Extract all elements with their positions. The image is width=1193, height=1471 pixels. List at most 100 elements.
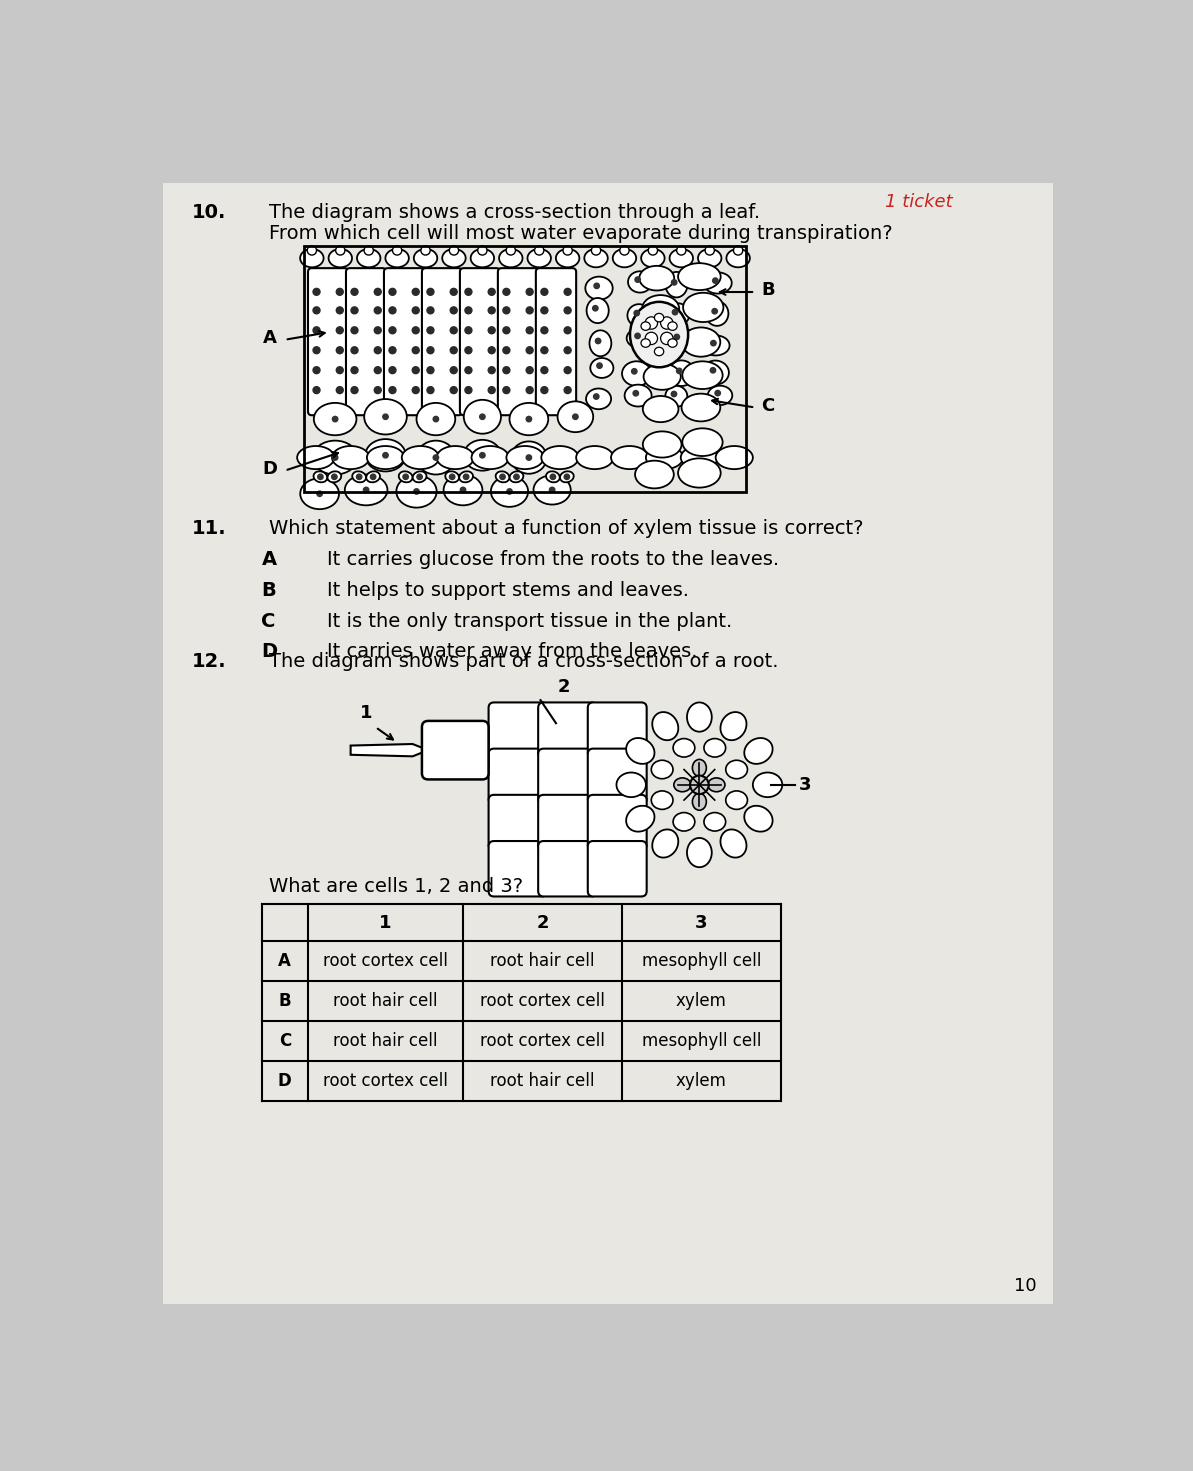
Ellipse shape <box>744 738 773 763</box>
Circle shape <box>712 278 718 284</box>
Text: B: B <box>278 993 291 1011</box>
Circle shape <box>715 390 721 396</box>
Ellipse shape <box>443 249 465 268</box>
Ellipse shape <box>701 360 729 384</box>
Circle shape <box>413 288 419 296</box>
Circle shape <box>370 474 376 480</box>
Circle shape <box>465 288 472 296</box>
Text: root cortex cell: root cortex cell <box>480 1033 605 1050</box>
FancyBboxPatch shape <box>489 794 548 850</box>
Circle shape <box>383 453 388 457</box>
Circle shape <box>335 246 345 254</box>
Text: root cortex cell: root cortex cell <box>323 1072 447 1090</box>
Circle shape <box>526 455 532 460</box>
FancyBboxPatch shape <box>588 794 647 850</box>
Ellipse shape <box>314 403 357 435</box>
Ellipse shape <box>617 772 645 797</box>
Circle shape <box>433 416 439 422</box>
Ellipse shape <box>586 277 613 300</box>
Circle shape <box>463 474 469 480</box>
Circle shape <box>332 474 338 480</box>
Text: root cortex cell: root cortex cell <box>480 993 605 1011</box>
Ellipse shape <box>666 303 690 325</box>
Ellipse shape <box>367 446 404 469</box>
Circle shape <box>488 347 495 353</box>
Ellipse shape <box>653 712 679 740</box>
Ellipse shape <box>692 793 706 811</box>
Circle shape <box>480 453 486 457</box>
Circle shape <box>427 387 434 394</box>
Circle shape <box>488 307 495 313</box>
Circle shape <box>313 347 320 353</box>
Ellipse shape <box>626 328 653 349</box>
Circle shape <box>550 487 555 493</box>
Ellipse shape <box>645 446 684 469</box>
Text: D: D <box>278 1072 291 1090</box>
Circle shape <box>710 368 716 374</box>
Circle shape <box>392 246 402 254</box>
Ellipse shape <box>628 271 653 293</box>
Circle shape <box>635 334 641 338</box>
Circle shape <box>564 347 571 353</box>
Circle shape <box>526 366 533 374</box>
Text: mesophyll cell: mesophyll cell <box>642 952 761 971</box>
Circle shape <box>389 387 396 394</box>
Circle shape <box>364 487 369 493</box>
Circle shape <box>633 310 639 316</box>
Text: It carries glucose from the roots to the leaves.: It carries glucose from the roots to the… <box>327 550 779 569</box>
Ellipse shape <box>445 471 459 482</box>
Text: 3: 3 <box>696 913 707 931</box>
Text: 12.: 12. <box>192 652 227 671</box>
Circle shape <box>336 387 344 394</box>
Circle shape <box>526 387 533 394</box>
Circle shape <box>351 366 358 374</box>
Text: D: D <box>262 460 277 478</box>
Circle shape <box>336 327 344 334</box>
Circle shape <box>564 366 571 374</box>
Circle shape <box>620 246 629 254</box>
Circle shape <box>465 327 472 334</box>
Circle shape <box>433 455 439 460</box>
Text: root hair cell: root hair cell <box>333 993 438 1011</box>
Ellipse shape <box>684 293 723 322</box>
FancyBboxPatch shape <box>384 268 425 415</box>
Ellipse shape <box>704 738 725 758</box>
Ellipse shape <box>643 363 681 390</box>
Ellipse shape <box>533 475 570 505</box>
Text: root cortex cell: root cortex cell <box>323 952 447 971</box>
Ellipse shape <box>639 266 674 290</box>
FancyBboxPatch shape <box>538 794 596 850</box>
Text: 1 ticket: 1 ticket <box>885 194 953 212</box>
Ellipse shape <box>398 471 413 482</box>
Circle shape <box>631 369 637 374</box>
Text: D: D <box>261 643 278 662</box>
Circle shape <box>416 474 422 480</box>
Ellipse shape <box>464 440 501 471</box>
Ellipse shape <box>641 338 650 347</box>
Ellipse shape <box>673 738 694 758</box>
Circle shape <box>540 387 548 394</box>
Circle shape <box>465 366 472 374</box>
Ellipse shape <box>666 272 687 297</box>
Ellipse shape <box>727 249 750 268</box>
Text: Which statement about a function of xylem tissue is correct?: Which statement about a function of xyle… <box>270 519 864 538</box>
Circle shape <box>413 327 419 334</box>
Circle shape <box>526 416 532 422</box>
Text: 10: 10 <box>1014 1277 1037 1294</box>
FancyBboxPatch shape <box>538 749 596 805</box>
Ellipse shape <box>630 302 688 368</box>
Ellipse shape <box>707 778 725 791</box>
Ellipse shape <box>557 402 593 432</box>
Circle shape <box>593 306 598 310</box>
Ellipse shape <box>542 446 579 469</box>
Ellipse shape <box>753 772 783 797</box>
Ellipse shape <box>495 471 509 482</box>
Ellipse shape <box>366 471 381 482</box>
Ellipse shape <box>678 263 721 290</box>
Circle shape <box>357 474 361 480</box>
Ellipse shape <box>464 400 501 434</box>
Ellipse shape <box>591 357 613 378</box>
Ellipse shape <box>668 360 694 385</box>
Circle shape <box>514 474 519 480</box>
Ellipse shape <box>313 441 358 475</box>
